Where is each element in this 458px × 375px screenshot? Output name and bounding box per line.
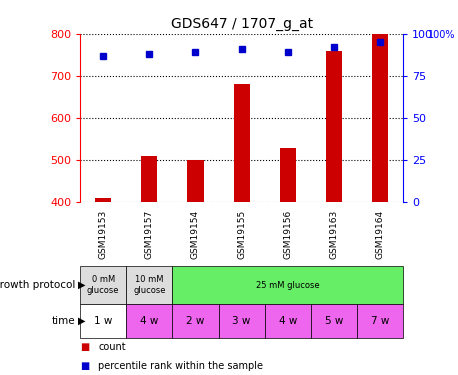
Bar	[187, 160, 203, 202]
Text: GSM19154: GSM19154	[191, 210, 200, 259]
Text: GSM19156: GSM19156	[283, 210, 292, 259]
Text: 7 w: 7 w	[371, 316, 389, 326]
Text: time: time	[52, 316, 76, 326]
Text: ■: ■	[80, 361, 89, 370]
Bar	[95, 198, 111, 202]
Bar	[372, 34, 388, 203]
Bar	[326, 51, 342, 202]
Bar	[141, 156, 158, 203]
Text: percentile rank within the sample: percentile rank within the sample	[98, 361, 263, 370]
Text: 4 w: 4 w	[278, 316, 297, 326]
Text: 3 w: 3 w	[232, 316, 251, 326]
Bar	[280, 148, 296, 202]
Bar	[126, 266, 172, 304]
Text: 2 w: 2 w	[186, 316, 205, 326]
Bar	[172, 304, 218, 338]
Text: GSM19155: GSM19155	[237, 210, 246, 259]
Text: 0 mM
glucose: 0 mM glucose	[87, 275, 120, 295]
Text: GSM19163: GSM19163	[329, 210, 338, 259]
Text: ■: ■	[80, 342, 89, 352]
Bar	[265, 304, 311, 338]
Text: count: count	[98, 342, 126, 352]
Text: 4 w: 4 w	[140, 316, 158, 326]
Text: 5 w: 5 w	[325, 316, 343, 326]
Text: GSM19157: GSM19157	[145, 210, 154, 259]
Text: ▶: ▶	[78, 280, 85, 290]
Text: ▶: ▶	[78, 316, 85, 326]
Text: growth protocol: growth protocol	[0, 280, 76, 290]
Bar	[126, 304, 172, 338]
Bar	[234, 84, 250, 203]
Bar	[311, 304, 357, 338]
Bar	[218, 304, 265, 338]
Bar	[172, 266, 403, 304]
Bar	[80, 266, 126, 304]
Bar	[80, 304, 126, 338]
Text: 25 mM glucose: 25 mM glucose	[256, 280, 320, 290]
Text: 10 mM
glucose: 10 mM glucose	[133, 275, 166, 295]
Text: 1 w: 1 w	[94, 316, 112, 326]
Title: GDS647 / 1707_g_at: GDS647 / 1707_g_at	[170, 17, 313, 32]
Text: GSM19164: GSM19164	[376, 210, 384, 259]
Bar	[357, 304, 403, 338]
Text: GSM19153: GSM19153	[99, 210, 108, 259]
Y-axis label: 100%: 100%	[428, 30, 456, 40]
